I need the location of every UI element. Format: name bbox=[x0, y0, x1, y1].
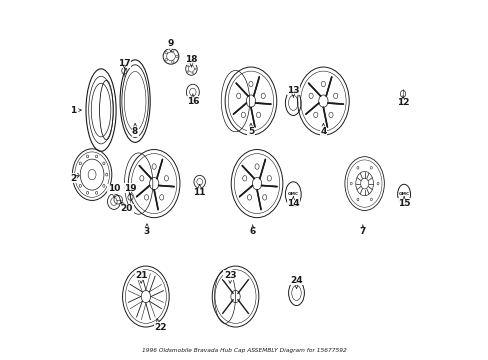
Text: 13: 13 bbox=[286, 86, 299, 95]
Text: 14: 14 bbox=[286, 199, 299, 208]
Text: 1996 Oldsmobile Bravada Hub Cap ASSEMBLY Diagram for 15677592: 1996 Oldsmobile Bravada Hub Cap ASSEMBLY… bbox=[142, 348, 346, 353]
Text: 2: 2 bbox=[70, 174, 76, 183]
Text: 4: 4 bbox=[320, 127, 326, 136]
Text: 7: 7 bbox=[359, 228, 366, 237]
Text: 16: 16 bbox=[186, 96, 199, 105]
Text: 18: 18 bbox=[185, 55, 197, 64]
Text: 1: 1 bbox=[70, 105, 76, 114]
Text: 10: 10 bbox=[107, 184, 120, 193]
Text: 11: 11 bbox=[193, 188, 205, 197]
Text: GMC: GMC bbox=[398, 192, 409, 196]
Text: 22: 22 bbox=[154, 323, 166, 332]
Text: 17: 17 bbox=[118, 59, 130, 68]
Text: 9: 9 bbox=[167, 39, 174, 48]
Text: 6: 6 bbox=[249, 228, 255, 237]
Text: 5: 5 bbox=[247, 127, 254, 136]
Text: 15: 15 bbox=[397, 199, 409, 208]
Text: 23: 23 bbox=[224, 270, 236, 279]
Text: 24: 24 bbox=[289, 276, 302, 285]
Text: 8: 8 bbox=[132, 127, 138, 136]
Text: 19: 19 bbox=[124, 184, 137, 193]
Text: 21: 21 bbox=[135, 270, 147, 279]
Text: 12: 12 bbox=[396, 98, 408, 107]
Text: GMC: GMC bbox=[287, 192, 298, 196]
Text: 20: 20 bbox=[121, 204, 133, 213]
Text: 3: 3 bbox=[143, 228, 150, 237]
